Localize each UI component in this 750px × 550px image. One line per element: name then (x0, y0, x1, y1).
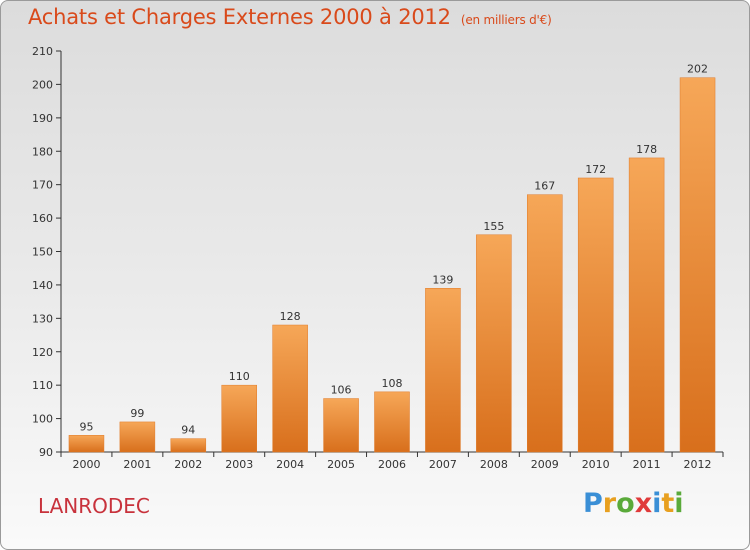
commune-name: LANRODEC (38, 494, 150, 518)
y-tick-label: 110 (32, 379, 53, 392)
data-label-2009: 167 (534, 180, 555, 193)
data-labels: 95 99 94 110 128 106 108 139 155 167 172 178 202 (79, 63, 708, 437)
bar-2011 (628, 157, 665, 453)
x-tick-label: 2012 (684, 458, 712, 471)
logo-letter: i (652, 488, 662, 519)
data-label-2004: 128 (280, 310, 301, 323)
y-tick-label: 210 (32, 45, 53, 58)
bar-2008 (476, 234, 512, 453)
y-tick-label: 160 (32, 212, 53, 225)
x-tick-label: 2010 (582, 458, 610, 471)
y-tick-label: 190 (32, 112, 53, 125)
x-tick-label: 2008 (480, 458, 508, 471)
x-tick-label: 2002 (174, 458, 202, 471)
logo-letter: o (616, 488, 635, 519)
axes: 90 100 110 120 130 140 150 160 170 180 190 200 210 20… (32, 45, 724, 471)
proxiti-logo: Proxiti (583, 488, 684, 519)
bar-2006 (374, 391, 410, 453)
bar-2001 (119, 421, 156, 453)
bar-2003 (221, 384, 257, 453)
logo-letter: t (661, 488, 675, 519)
data-label-2007: 139 (432, 273, 453, 286)
data-label-2000: 95 (79, 420, 93, 433)
x-tick-label: 2005 (327, 458, 355, 471)
x-tick-label: 2000 (72, 458, 100, 471)
y-tick-label: 130 (32, 312, 53, 325)
chart-title: Achats et Charges Externes 2000 à 2012 (e… (28, 5, 552, 29)
y-tick-label: 170 (32, 179, 53, 192)
bars (68, 77, 716, 453)
data-label-2012: 202 (687, 63, 708, 76)
y-tick-label: 90 (39, 446, 53, 459)
bar-2002 (170, 438, 207, 453)
data-label-2001: 99 (130, 407, 144, 420)
bar-2000 (68, 435, 105, 453)
data-label-2005: 106 (331, 384, 352, 397)
data-label-2010: 172 (585, 163, 606, 176)
logo-letter: r (602, 488, 617, 519)
x-tick-label: 2011 (633, 458, 661, 471)
data-label-2011: 178 (636, 143, 657, 156)
logo-letter: x (634, 488, 653, 519)
x-tick-label: 2006 (378, 458, 406, 471)
logo-letter: P (583, 488, 603, 519)
bar-2007 (425, 288, 461, 453)
bar-2012 (679, 77, 716, 453)
data-label-2002: 94 (181, 424, 195, 437)
chart-title-text: Achats et Charges Externes 2000 à 2012 (28, 5, 451, 29)
x-tick-label: 2007 (429, 458, 457, 471)
x-tick-label: 2009 (531, 458, 559, 471)
bar-2004 (272, 324, 308, 453)
y-tick-label: 120 (32, 346, 53, 359)
data-label-2008: 155 (483, 220, 504, 233)
y-tick-label: 100 (32, 413, 53, 426)
y-tick-label: 140 (32, 279, 53, 292)
y-tick-label: 200 (32, 78, 53, 91)
x-tick-label: 2004 (276, 458, 304, 471)
x-tick-label: 2001 (123, 458, 151, 471)
y-tick-label: 180 (32, 145, 53, 158)
data-label-2006: 108 (382, 377, 403, 390)
chart-unit: (en milliers d'€) (460, 13, 552, 27)
data-label-2003: 110 (229, 370, 250, 383)
x-tick-label: 2003 (225, 458, 253, 471)
bar-2009 (527, 194, 563, 453)
logo-letter: i (674, 488, 684, 519)
bar-2010 (577, 177, 614, 453)
y-tick-label: 150 (32, 246, 53, 259)
bar-2005 (323, 398, 359, 453)
